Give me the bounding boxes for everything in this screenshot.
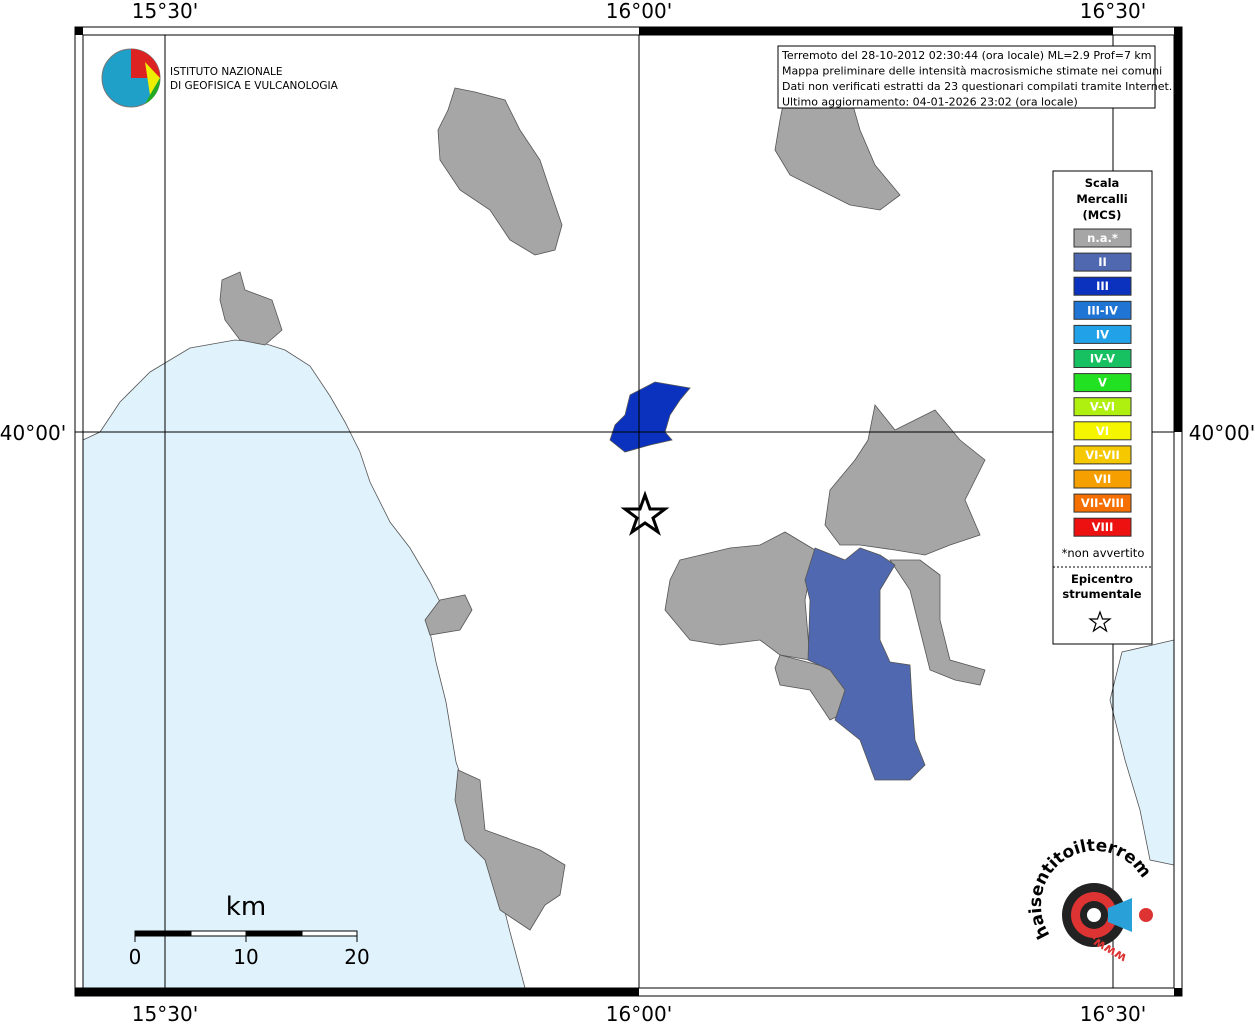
axis-label: 40°00' — [1189, 421, 1255, 445]
legend-swatch — [1073, 445, 1132, 465]
legend-note: *non avvertito — [1062, 546, 1145, 560]
ingv-logo — [101, 48, 161, 108]
legend-title: Mercalli — [1076, 192, 1127, 206]
info-line: Dati non verificati estratti da 23 quest… — [782, 80, 1172, 93]
municipality-iii — [609, 381, 691, 453]
legend-swatch — [1073, 349, 1132, 368]
legend-swatch — [1073, 517, 1132, 537]
info-lines: Terremoto del 28-10-2012 02:30:44 (ora l… — [781, 49, 1172, 109]
legend-swatch — [1073, 324, 1132, 344]
legend-label: VII — [1094, 472, 1111, 486]
legend-label: VI — [1096, 424, 1109, 438]
info-line: Terremoto del 28-10-2012 02:30:44 (ora l… — [781, 49, 1152, 62]
scale-label: 0 — [129, 945, 142, 969]
logo-text: DI GEOFISICA E VULCANOLOGIA — [170, 80, 339, 92]
legend-swatch — [1073, 252, 1132, 272]
sea — [1109, 639, 1175, 866]
scale-label: 10 — [233, 945, 258, 969]
legend: ScalaMercalli(MCS)n.a.*IIIIIIII-IVIVIV-V… — [1062, 176, 1145, 601]
axis-label: 16°00' — [606, 0, 672, 23]
legend-swatch — [1073, 300, 1132, 320]
frame — [74, 26, 1183, 997]
municipalities — [219, 87, 986, 931]
info-line: Ultimo aggiornamento: 04-01-2026 23:02 (… — [782, 96, 1078, 109]
legend-label: n.a.* — [1087, 231, 1118, 245]
scale-unit: km — [226, 892, 266, 922]
legend-swatch — [1073, 228, 1132, 248]
legend-label: III — [1096, 279, 1109, 293]
legend-title: (MCS) — [1083, 208, 1122, 222]
legend-swatch — [1073, 493, 1132, 513]
legend-star — [1088, 610, 1112, 633]
legend-label: II — [1098, 255, 1107, 269]
axis-label: 16°30' — [1080, 1002, 1146, 1024]
legend-title: Scala — [1085, 176, 1120, 190]
legend-swatch — [1073, 397, 1132, 417]
scale-label: 20 — [344, 945, 369, 969]
logo-text: ISTITUTO NAZIONALE — [170, 66, 283, 78]
legend-label: V — [1098, 376, 1107, 390]
municipality-ii — [804, 547, 926, 781]
legend-swatch — [1073, 373, 1132, 393]
legend-swatch — [1073, 469, 1132, 489]
legend-label: VIII — [1092, 520, 1114, 534]
legend-label: IV — [1096, 327, 1109, 341]
legend-swatch — [1073, 421, 1132, 441]
legend-label: IV-V — [1090, 352, 1115, 366]
legend-epicenter: strumentale — [1062, 587, 1141, 601]
legend-label: V-VI — [1090, 400, 1115, 414]
legend-label: VI-VII — [1085, 448, 1120, 462]
info-line: Mappa preliminare delle intensità macros… — [782, 65, 1162, 78]
axis-label: 15°30' — [132, 0, 198, 23]
legend-label: III-IV — [1087, 303, 1118, 317]
legend-label: VII-VIII — [1081, 496, 1124, 510]
epicenter-star — [620, 490, 670, 536]
legend-epicenter: Epicentro — [1071, 572, 1133, 586]
info-box — [777, 45, 1156, 109]
axis-label: 16°30' — [1080, 0, 1146, 23]
axis-label: 16°00' — [606, 1002, 672, 1024]
scale-bar — [134, 930, 358, 942]
axis-label: 40°00' — [0, 421, 66, 445]
axis-label: 15°30' — [132, 1002, 198, 1024]
site-logo — [1062, 883, 1153, 947]
legend-swatch — [1073, 276, 1132, 296]
